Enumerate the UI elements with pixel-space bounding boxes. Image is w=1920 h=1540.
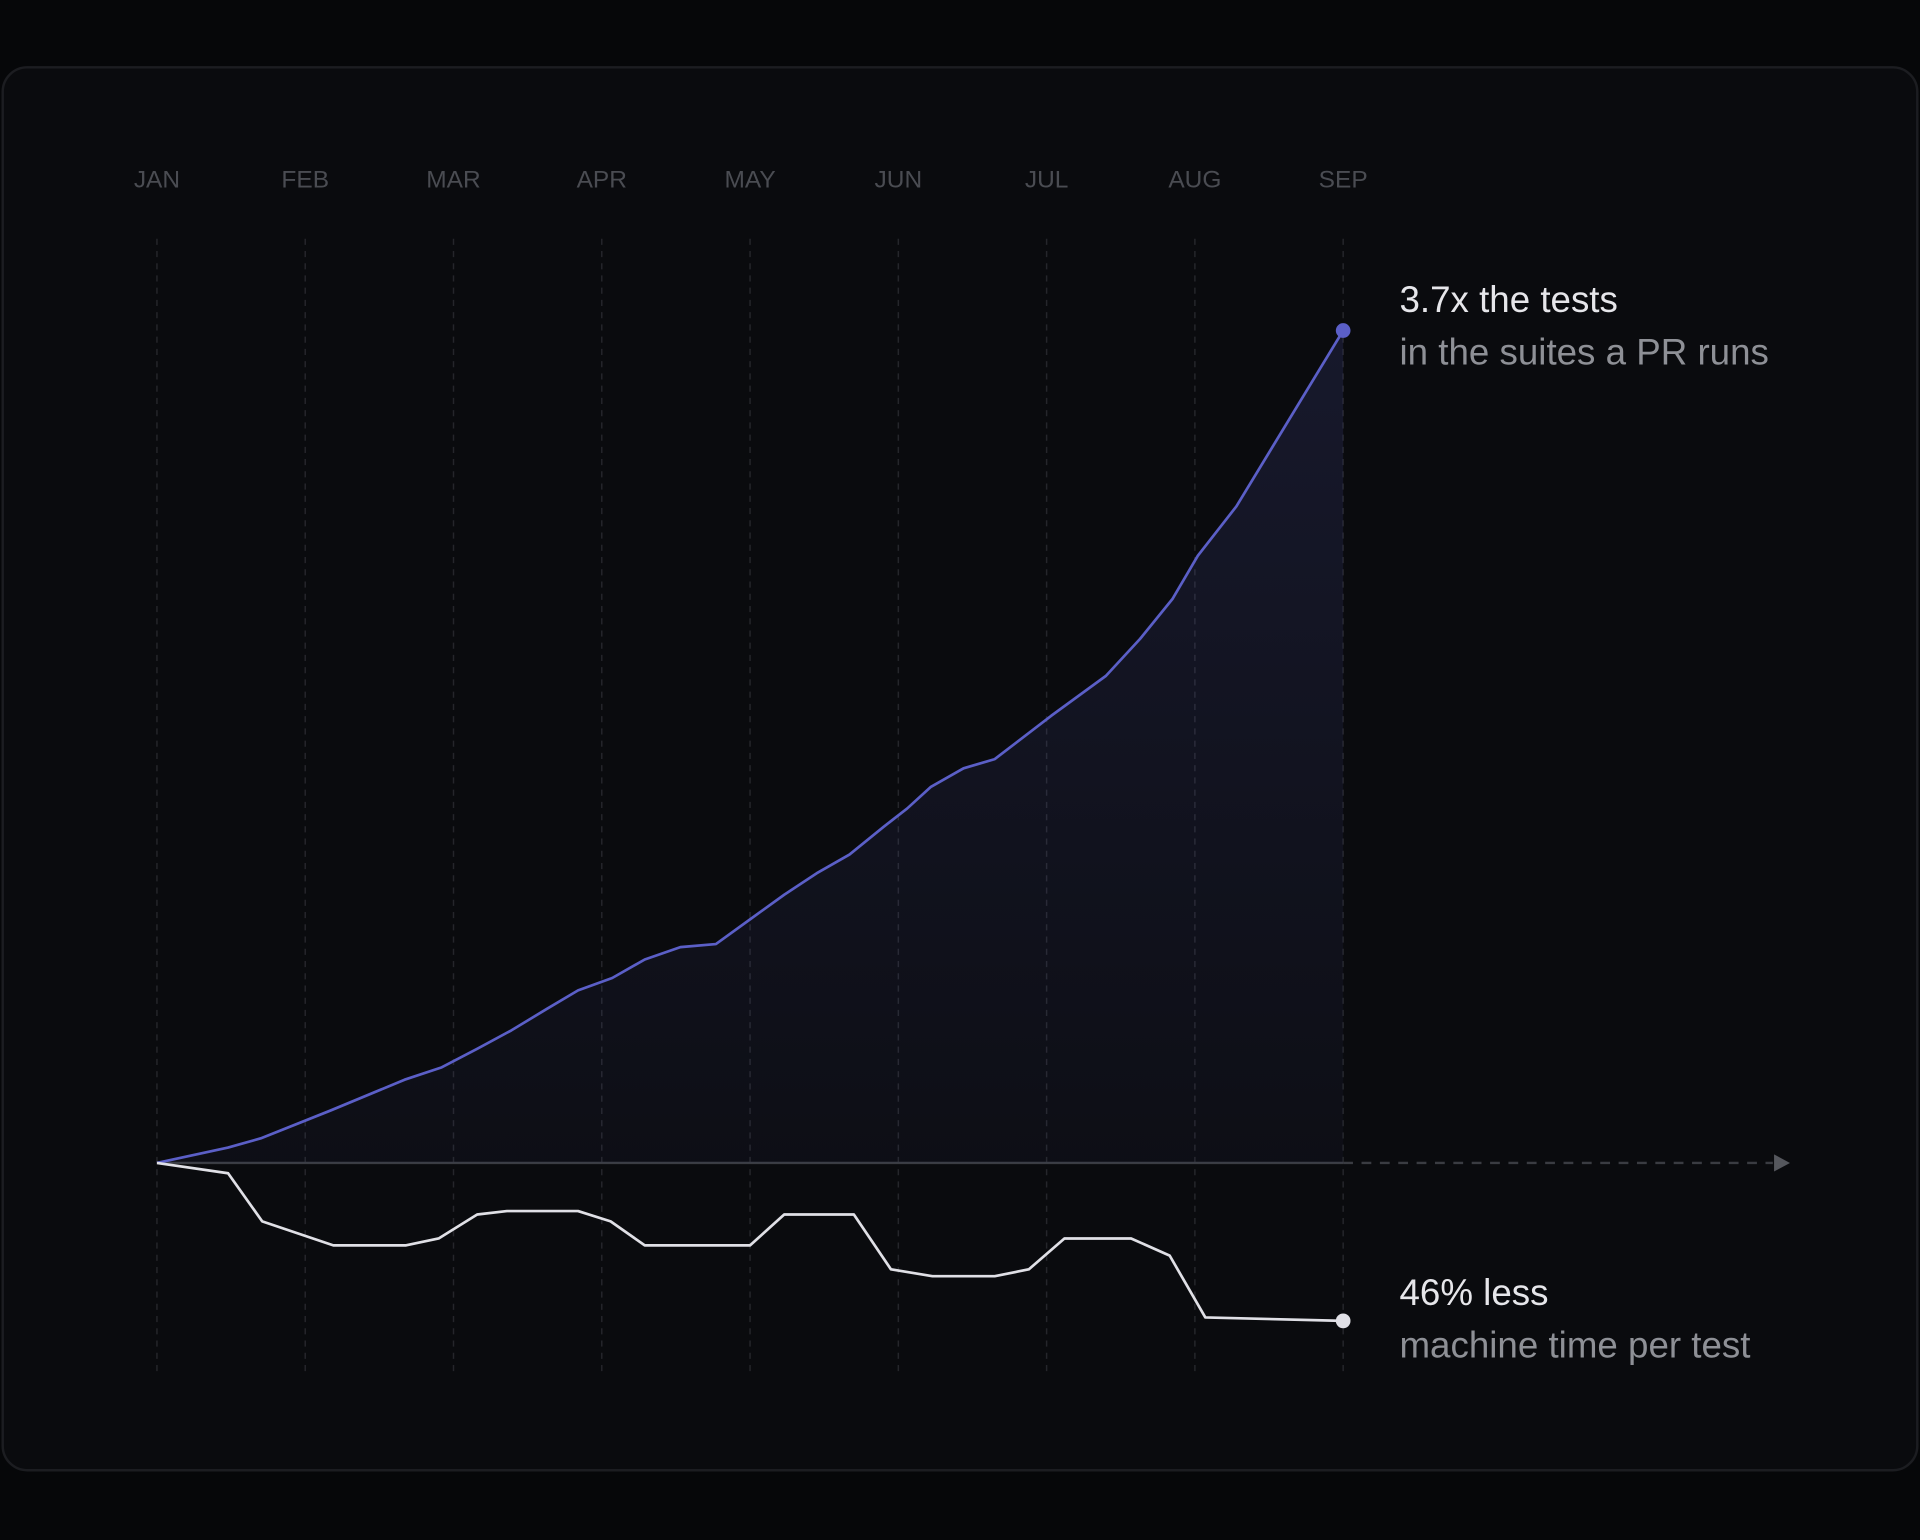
x-tick-label: JUN bbox=[875, 167, 923, 194]
end-point bbox=[1335, 1313, 1351, 1329]
x-tick-label: JUL bbox=[1025, 167, 1069, 194]
line bbox=[156, 329, 1345, 1165]
x-tick-label: JAN bbox=[134, 167, 180, 194]
annotation-text: machine time per test bbox=[1399, 1325, 1750, 1366]
annotation-title: 3.7x the tests bbox=[1399, 279, 1617, 320]
x-tick-label: AUG bbox=[1168, 167, 1221, 194]
plot: JAN FEB MAR APR MAY JUN JUL AUG SEP bbox=[134, 167, 1790, 1372]
annotation-title: 46% less bbox=[1399, 1272, 1548, 1313]
end-point bbox=[1335, 323, 1351, 338]
x-tick-label: MAR bbox=[426, 167, 480, 194]
axis-arrow bbox=[1774, 1154, 1790, 1172]
annotation-text: in the suites a PR runs bbox=[1399, 332, 1768, 373]
x-tick-label: APR bbox=[577, 167, 627, 194]
x-tick-label: FEB bbox=[281, 167, 329, 194]
x-tick-label: SEP bbox=[1319, 167, 1368, 194]
x-tick-label: MAY bbox=[724, 167, 775, 194]
line bbox=[156, 1161, 1344, 1323]
area bbox=[156, 330, 1344, 1163]
